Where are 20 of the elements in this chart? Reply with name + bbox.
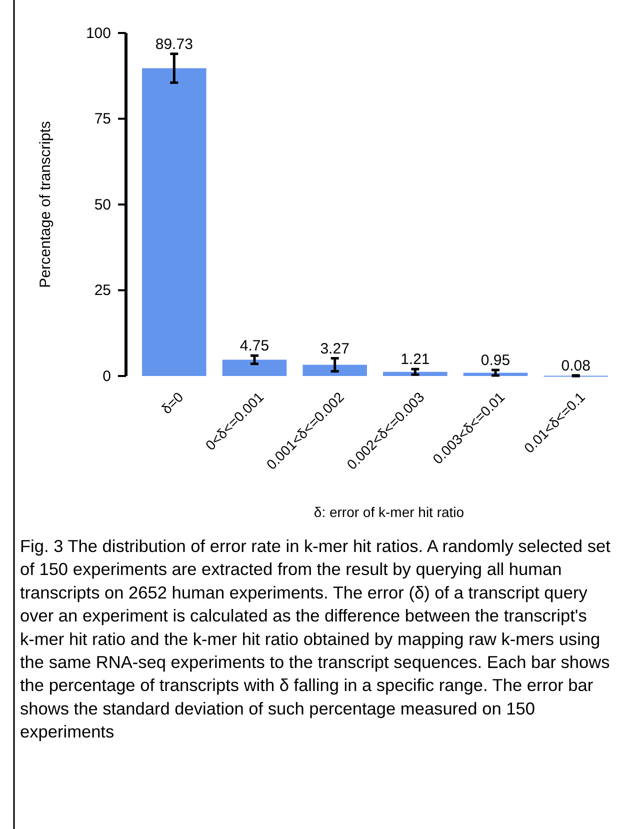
bar xyxy=(383,372,448,376)
y-axis-title: Percentage of transcripts xyxy=(37,121,54,288)
y-tick-label: 75 xyxy=(94,110,111,128)
data-label: 0.08 xyxy=(561,357,590,374)
bar xyxy=(463,372,528,376)
y-tick-label: 25 xyxy=(94,282,111,300)
y-tick-label: 100 xyxy=(86,24,111,42)
y-tick-label: 50 xyxy=(94,196,111,214)
data-label: 89.73 xyxy=(155,36,193,53)
data-label: 1.21 xyxy=(400,351,430,368)
x-tick-label: δ=0 xyxy=(158,388,186,417)
data-label: 3.27 xyxy=(320,340,350,358)
data-label: 0.95 xyxy=(480,352,510,369)
y-tick-label: 0 xyxy=(102,368,111,385)
bar xyxy=(222,360,287,376)
text: Fig. 3 The distribution of error rate in k-mer hit ratios. A randomly selected set of 150 experiments are extracted from the result by querying all human transcripts on 2652 human experiments. The error (δ) of a transcript query over an experiment is calculated as the difference between the transcript's k-mer hit ratio and the k-mer hit ratio obtained by mapping raw k-mers using the same RNA-seq experiments to the transcript sequences. Each bar shows the percentage of transcripts with δ falling in a specific range. The error bar shows the standard deviation of such percentage measured on 150 experiments xyxy=(20,536,610,742)
data-label: 4.75 xyxy=(240,338,270,355)
x-axis-title: δ: error of k-mer hit ratio xyxy=(314,504,464,520)
bar xyxy=(142,68,206,376)
bar xyxy=(302,364,367,376)
